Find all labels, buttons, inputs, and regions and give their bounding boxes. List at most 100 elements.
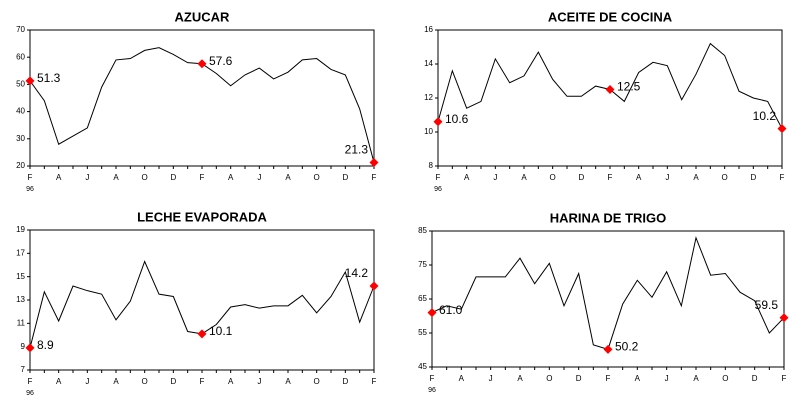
x-tick-label: F [608,173,613,182]
marker [197,59,207,69]
y-tick-label: 9 [21,342,26,351]
y-tick-label: 10 [424,127,433,136]
chart-title: HARINA DE TRIGO [550,210,667,225]
x-tick-label: O [722,173,728,182]
y-tick-label: 70 [16,25,25,34]
data-label: 21.3 [345,143,369,157]
x-tick-label: O [550,173,556,182]
year-label: 96 [26,390,34,397]
x-tick-label: F [372,377,377,386]
x-tick-label: J [489,374,493,383]
y-tick-label: 16 [424,25,433,34]
year-label: 96 [434,186,442,193]
marker [605,85,615,94]
x-tick-label: D [342,173,348,182]
x-tick-label: F [200,173,205,182]
data-label: 57.6 [209,54,233,68]
x-tick-label: F [780,173,785,182]
plot-frame [29,229,375,371]
x-tick-label: F [28,377,33,386]
y-tick-label: 12 [424,93,433,102]
x-tick-label: A [517,374,523,383]
data-label: 10.1 [209,324,233,338]
x-tick-label: J [665,374,669,383]
y-tick-label: 15 [16,272,25,281]
x-tick-label: D [170,173,176,182]
x-tick-label: F [782,374,787,383]
data-label: 8.9 [37,338,54,352]
x-tick-label: O [314,377,320,386]
chart-title: AZUCAR [175,9,230,24]
y-tick-label: 60 [16,52,25,61]
x-tick-label: J [665,173,669,182]
marker [25,76,35,86]
plot-frame [29,29,375,167]
x-tick-label: O [314,173,320,182]
x-tick-label: D [578,173,584,182]
x-tick-label: A [113,377,119,386]
x-tick-label: D [576,374,582,383]
marker [369,281,379,291]
x-tick-label: F [28,173,33,182]
y-tick-label: 14 [424,59,433,68]
x-tick-label: A [459,374,465,383]
x-tick-label: A [521,173,527,182]
y-tick-label: 50 [16,80,25,89]
year-label: 96 [26,186,34,193]
data-label: 10.2 [753,109,777,123]
y-tick-label: 30 [16,134,25,143]
marker [25,343,35,353]
x-tick-label: O [142,173,148,182]
y-tick-label: 17 [16,248,25,257]
x-tick-label: F [200,377,205,386]
x-tick-label: O [142,377,148,386]
x-tick-label: D [750,173,756,182]
series-line [431,236,785,350]
x-tick-label: F [606,374,611,383]
data-label: 51.3 [37,71,61,85]
marker [603,344,613,354]
data-label: 12.5 [617,80,641,94]
x-tick-label: D [342,377,348,386]
x-tick-label: A [693,173,699,182]
chart-title: LECHE EVAPORADA [137,209,267,224]
x-tick-label: A [228,173,234,182]
x-tick-label: A [635,374,641,383]
data-label: 59.5 [755,298,779,312]
marker [777,124,787,134]
x-tick-label: A [285,173,291,182]
x-tick-label: D [752,374,758,383]
plot-frame [437,29,783,167]
x-tick-label: O [722,374,728,383]
y-tick-label: 45 [418,362,427,371]
x-tick-label: A [113,173,119,182]
data-label: 14.2 [345,266,369,280]
y-tick-label: 55 [418,328,427,337]
marker [779,313,789,323]
x-tick-label: A [285,377,291,386]
y-tick-label: 13 [16,295,25,304]
data-label: 61.0 [439,303,463,317]
x-tick-label: A [693,374,699,383]
y-tick-label: 40 [16,107,25,116]
x-tick-label: J [257,377,261,386]
y-tick-label: 19 [16,225,25,234]
x-tick-label: F [372,173,377,182]
marker [427,308,437,318]
x-tick-label: F [430,374,435,383]
y-tick-label: 65 [418,294,427,303]
data-label: 50.2 [615,339,639,353]
x-tick-label: A [56,173,62,182]
marker [197,329,207,339]
chart-title: ACEITE DE COCINA [548,9,673,24]
x-tick-label: F [436,173,441,182]
data-label: 10.6 [445,112,469,126]
y-tick-label: 11 [17,318,26,327]
marker [369,157,379,167]
y-tick-label: 8 [429,161,434,170]
year-label: 96 [428,387,436,394]
x-tick-label: A [464,173,470,182]
x-tick-label: A [228,377,234,386]
x-tick-label: J [85,173,89,182]
